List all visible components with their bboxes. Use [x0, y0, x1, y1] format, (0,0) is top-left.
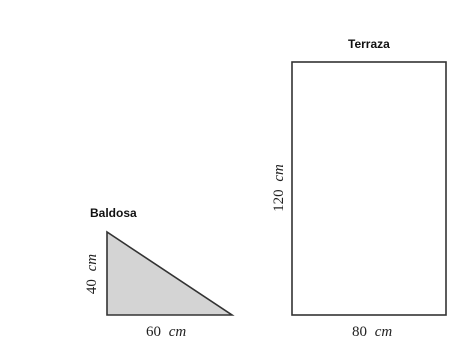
- terrace-width-label: 80 cm: [352, 324, 392, 340]
- terrace-title: Terraza: [348, 37, 390, 51]
- tile-title: Baldosa: [90, 206, 137, 220]
- tile-height-label: 40 cm: [84, 254, 100, 294]
- tile-triangle: [106, 230, 235, 316]
- terrace-height-value: 120: [271, 189, 287, 212]
- terrace-height-unit: cm: [271, 164, 287, 182]
- tile-width-value: 60: [146, 324, 161, 340]
- terrace-rectangle: [291, 61, 447, 316]
- tile-height-unit: cm: [84, 254, 100, 272]
- terrace-width-unit: cm: [375, 324, 393, 340]
- tile-width-label: 60 cm: [146, 324, 186, 340]
- terrace-height-label: 120 cm: [271, 164, 287, 212]
- tile-width-unit: cm: [169, 324, 187, 340]
- terrace-figure: Terraza 80 cm 120 cm: [271, 37, 447, 340]
- terrace-width-value: 80: [352, 324, 367, 340]
- tile-height-value: 40: [84, 279, 100, 294]
- tile-figure: Baldosa 60 cm 40 cm: [84, 206, 235, 340]
